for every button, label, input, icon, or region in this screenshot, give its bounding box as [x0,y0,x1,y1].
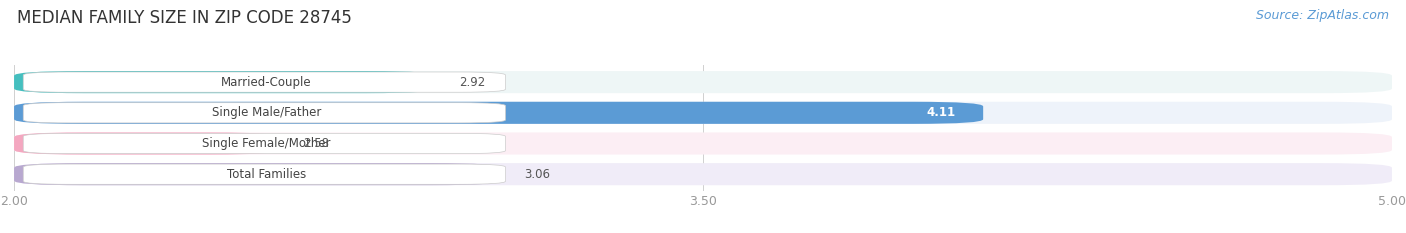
Text: Single Female/Mother: Single Female/Mother [202,137,330,150]
FancyBboxPatch shape [24,164,506,184]
Text: MEDIAN FAMILY SIZE IN ZIP CODE 28745: MEDIAN FAMILY SIZE IN ZIP CODE 28745 [17,9,352,27]
FancyBboxPatch shape [14,102,983,124]
FancyBboxPatch shape [14,132,1392,154]
Text: 2.58: 2.58 [304,137,329,150]
FancyBboxPatch shape [14,132,280,154]
Text: Total Families: Total Families [226,168,307,181]
Text: Single Male/Father: Single Male/Father [212,106,322,119]
Text: Source: ZipAtlas.com: Source: ZipAtlas.com [1256,9,1389,22]
FancyBboxPatch shape [14,102,1392,124]
Text: 4.11: 4.11 [927,106,956,119]
FancyBboxPatch shape [14,163,1392,185]
FancyBboxPatch shape [24,72,506,92]
FancyBboxPatch shape [14,163,501,185]
FancyBboxPatch shape [14,71,1392,93]
FancyBboxPatch shape [14,71,437,93]
Text: Married-Couple: Married-Couple [221,76,312,89]
Text: 2.92: 2.92 [460,76,486,89]
Text: 3.06: 3.06 [524,168,550,181]
FancyBboxPatch shape [24,103,506,123]
FancyBboxPatch shape [24,133,506,154]
